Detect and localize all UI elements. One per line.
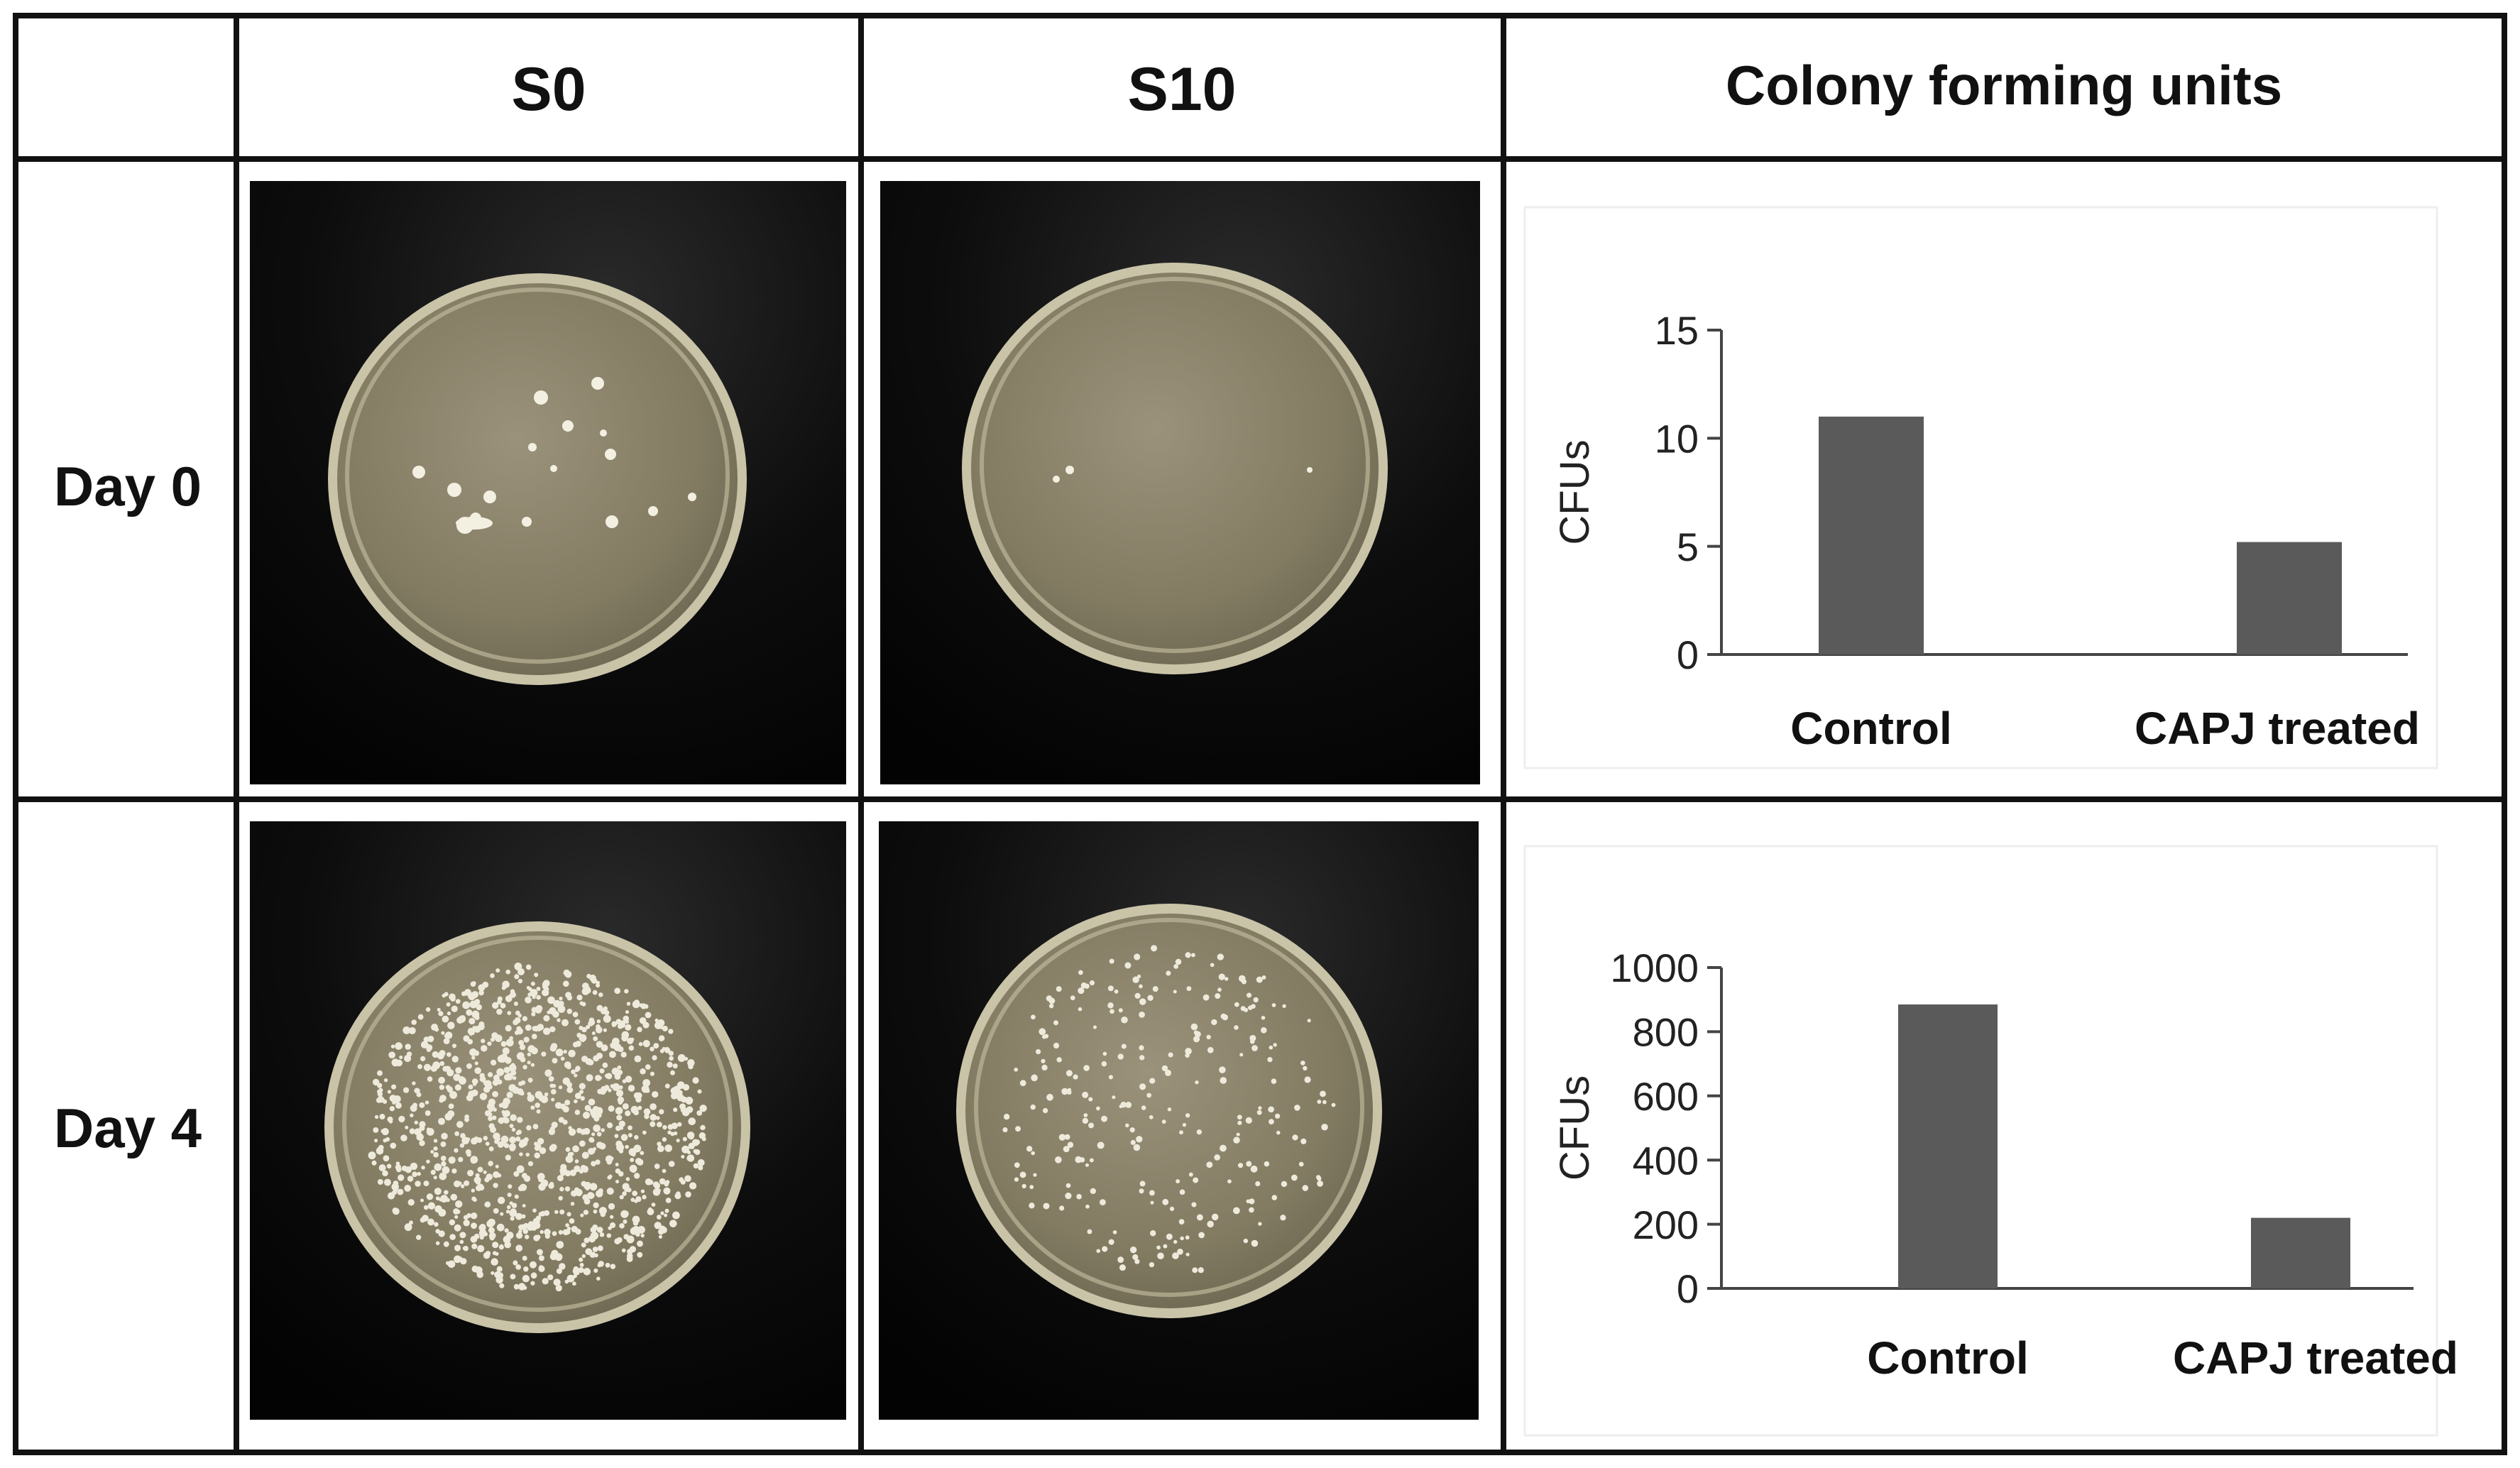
bar-capj-treated — [2251, 1217, 2350, 1288]
y-axis-label: CFUs — [1552, 439, 1598, 544]
y-tick-label: 15 — [1655, 308, 1699, 353]
category-label: Control — [1867, 1332, 2029, 1384]
plate-photo-day0-s10 — [880, 181, 1480, 784]
plate-photo-day0-s0 — [250, 181, 846, 784]
table-grid — [13, 13, 2507, 1455]
cfu-chart-day0: 0 5 10 15 CFUs Control CAPJ treated — [1552, 308, 2420, 754]
colonies-day4-s10 — [1002, 945, 1336, 1273]
header-s10: S10 — [1127, 55, 1236, 124]
y-tick-label: 200 — [1633, 1203, 1699, 1247]
y-tick-label: 400 — [1633, 1138, 1699, 1183]
y-tick-label: 0 — [1677, 632, 1699, 677]
bar-control — [1898, 1004, 1998, 1288]
cfu-chart-day4: 0 200 400 600 800 1000 CFUs Control CAPJ treated — [1552, 946, 2458, 1384]
row-label-day-4: Day 4 — [54, 1097, 202, 1159]
y-tick-label: 0 — [1677, 1266, 1699, 1311]
colonies-day0-s0 — [412, 377, 696, 534]
colonies-day4-s0 — [368, 963, 707, 1292]
category-label: Control — [1790, 703, 1952, 754]
bar-control — [1819, 416, 1924, 654]
header-s0: S0 — [511, 55, 586, 124]
plate-photo-day4-s0 — [250, 821, 846, 1420]
category-label: CAPJ treated — [2135, 703, 2420, 754]
y-tick-label: 600 — [1633, 1074, 1699, 1119]
y-tick-label: 1000 — [1610, 946, 1699, 990]
y-tick-label: 5 — [1677, 525, 1699, 569]
category-label: CAPJ treated — [2173, 1332, 2458, 1384]
header-colony-forming-units: Colony forming units — [1726, 54, 2282, 116]
chart-panel-day0 — [1523, 206, 2438, 769]
plate-photo-day4-s10 — [879, 821, 1479, 1420]
row-label-day-0: Day 0 — [54, 455, 202, 517]
y-axis-label: CFUs — [1552, 1075, 1598, 1181]
bar-capj-treated — [2237, 542, 2342, 654]
y-tick-label: 10 — [1655, 416, 1699, 461]
y-tick-label: 800 — [1633, 1010, 1699, 1055]
colonies-day0-s10 — [1053, 466, 1313, 483]
